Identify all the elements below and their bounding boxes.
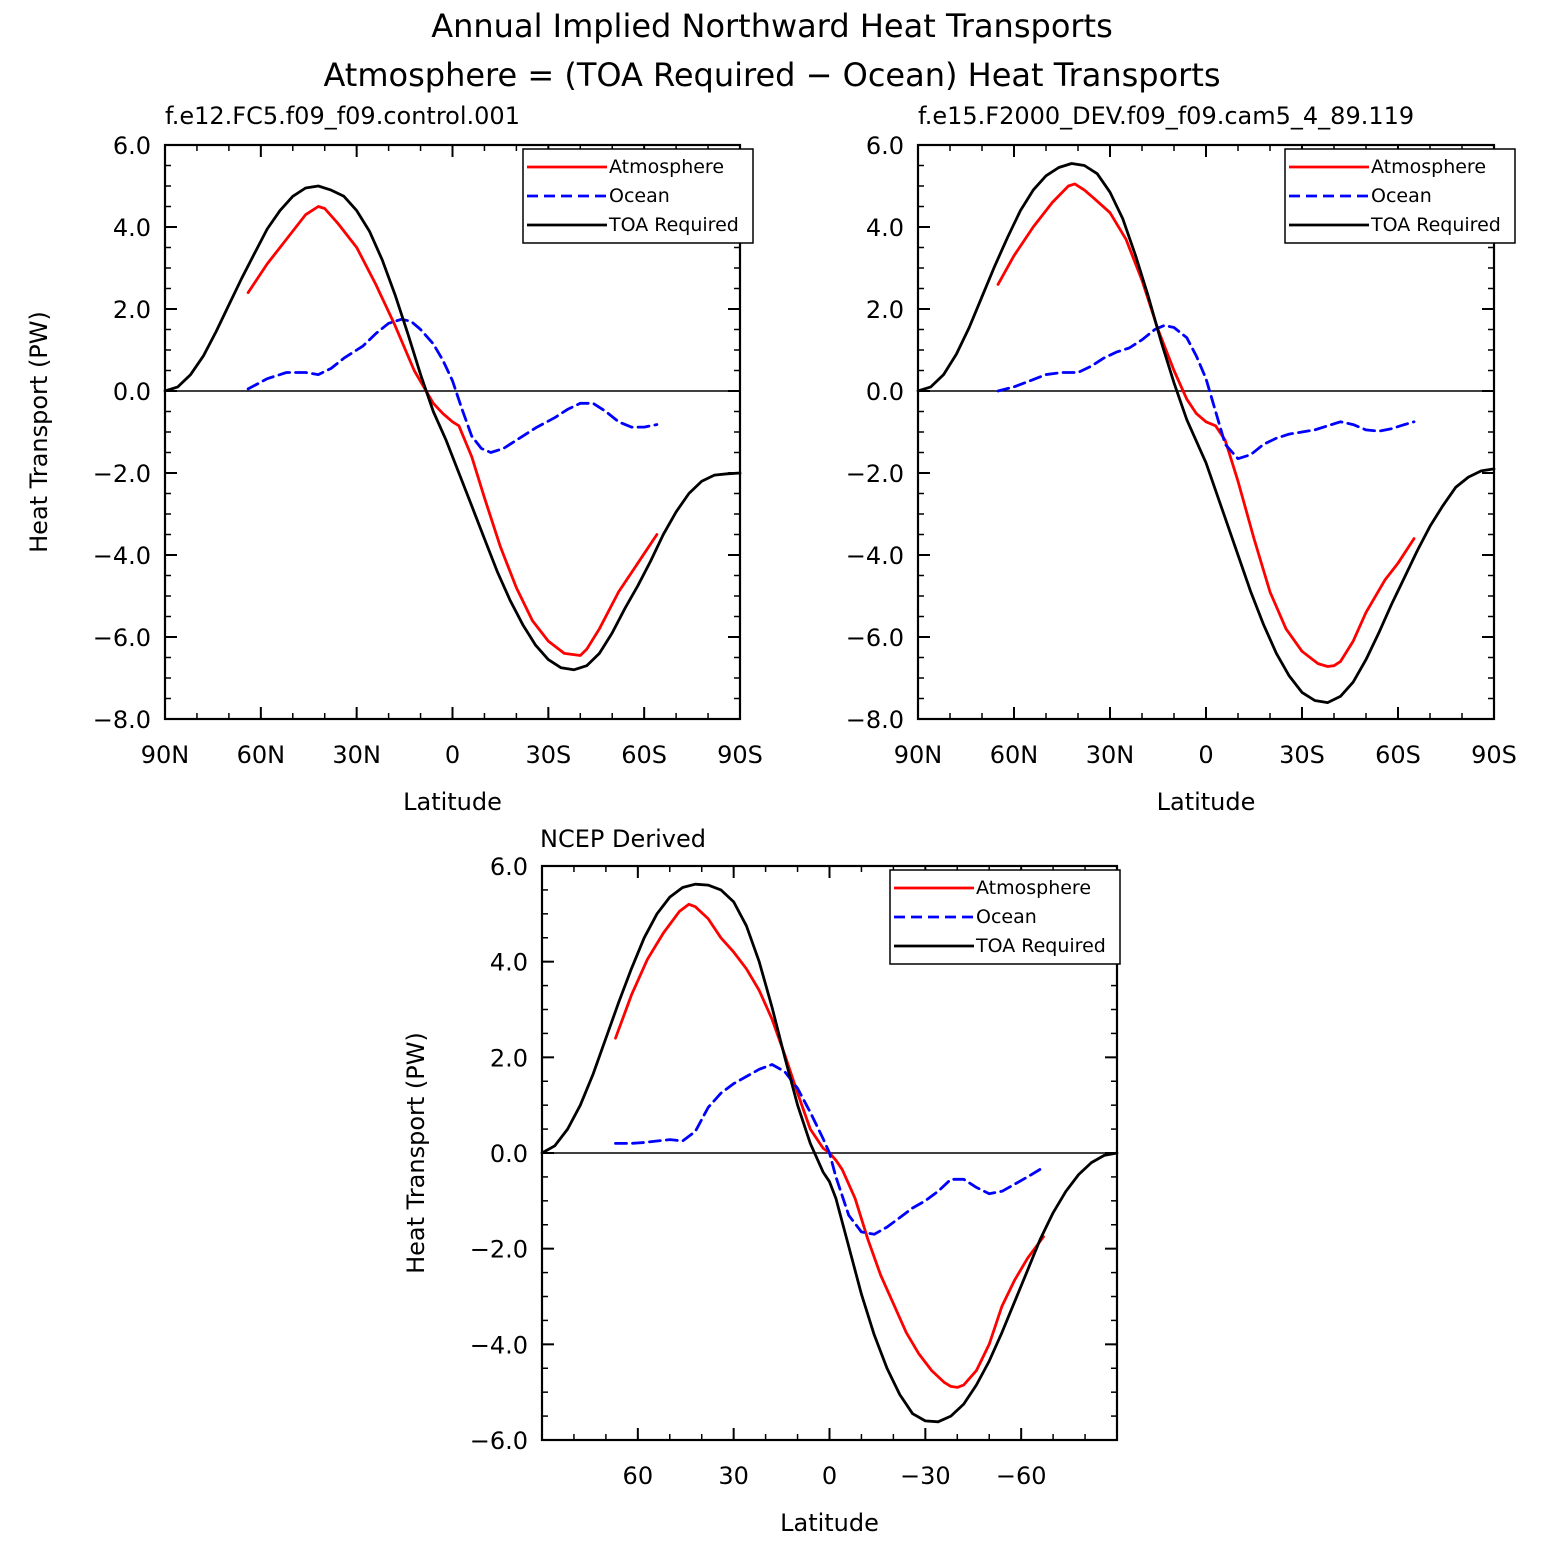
y-tick-label: −6.0 (93, 624, 151, 652)
x-tick-label: 60N (237, 741, 286, 769)
x-axis-label: Latitude (780, 1509, 879, 1537)
legend-label: Ocean (1371, 185, 1432, 207)
legend: Atmosphere Ocean TOA Required (889, 869, 1121, 965)
legend-label: Atmosphere (609, 156, 724, 178)
y-tick-label: −2.0 (846, 460, 904, 488)
series-line-ocean (996, 323, 1416, 461)
legend-box (522, 148, 754, 244)
x-tick-label: −30 (900, 1462, 951, 1490)
plot-frame (163, 143, 742, 721)
x-tick-label: 60S (621, 741, 667, 769)
chart-panel-3: NCEP Derived 60 30 0 −30 −60 6.0 4.0 2.0 0.0 −2.0 −… (402, 825, 1121, 1537)
x-tick-label: 30S (525, 741, 571, 769)
y-tick-label: −2.0 (93, 460, 151, 488)
x-tick-label: −60 (996, 1462, 1047, 1490)
panel-title: f.e12.FC5.f09_f09.control.001 (165, 102, 520, 130)
legend: Atmosphere Ocean TOA Required (1284, 148, 1516, 244)
y-tick-label: 0.0 (490, 1140, 528, 1168)
y-tick-label: −8.0 (846, 706, 904, 734)
y-tick-label: 2.0 (490, 1044, 528, 1072)
y-tick-label: −4.0 (846, 542, 904, 570)
series-line-toa-required (916, 162, 1496, 704)
legend-label: TOA Required (975, 935, 1106, 957)
x-axis-label: Latitude (403, 788, 502, 816)
x-tick-label: 0 (445, 741, 460, 769)
plot-frame (916, 143, 1496, 721)
y-axis-label: Heat Transport (PW) (402, 1032, 430, 1274)
legend-label: TOA Required (608, 214, 739, 236)
y-tick-label: −4.0 (470, 1331, 528, 1359)
y-tick-label: 4.0 (866, 214, 904, 242)
legend-label: Ocean (976, 906, 1037, 928)
y-tick-label: −6.0 (470, 1427, 528, 1455)
figure-subtitle: Atmosphere = (TOA Required − Ocean) Heat… (323, 56, 1220, 94)
y-tick-label: 4.0 (113, 214, 151, 242)
x-tick-label: 90N (141, 741, 190, 769)
panel-title: NCEP Derived (540, 825, 706, 853)
chart-panel-1: f.e12.FC5.f09_f09.control.001 90N 60N 30N 0 3… (25, 102, 763, 816)
x-tick-label: 90S (1471, 741, 1517, 769)
y-tick-label: 4.0 (490, 949, 528, 977)
x-tick-label: 30N (332, 741, 381, 769)
x-tick-label: 60S (1375, 741, 1421, 769)
chart-panels: f.e12.FC5.f09_f09.control.001 90N 60N 30N 0 3… (25, 102, 1517, 1537)
series-line-toa-required (163, 184, 742, 672)
figure-title: Annual Implied Northward Heat Transports (431, 7, 1113, 45)
y-tick-label: −6.0 (846, 624, 904, 652)
series-line-toa-required (540, 882, 1119, 1424)
x-tick-label: 30S (1279, 741, 1325, 769)
y-tick-label: 0.0 (866, 378, 904, 406)
panel-title: f.e15.F2000_DEV.f09_f09.cam5_4_89.119 (918, 102, 1414, 130)
y-axis-label: Heat Transport (PW) (25, 311, 53, 553)
y-tick-label: −8.0 (93, 706, 151, 734)
y-tick-label: 2.0 (866, 296, 904, 324)
legend-label: TOA Required (1370, 214, 1501, 236)
chart-panel-2: f.e15.F2000_DEV.f09_f09.cam5_4_89.119 90N… (846, 102, 1517, 816)
x-tick-label: 60 (623, 1462, 654, 1490)
legend-label: Atmosphere (976, 877, 1091, 899)
legend-label: Atmosphere (1371, 156, 1486, 178)
x-tick-label: 60N (990, 741, 1039, 769)
y-tick-label: 6.0 (113, 132, 151, 160)
y-tick-label: −2.0 (470, 1236, 528, 1264)
x-tick-label: 90N (894, 741, 943, 769)
x-tick-label: 0 (1198, 741, 1213, 769)
legend-label: Ocean (609, 185, 670, 207)
series-line-ocean (246, 317, 659, 454)
series-line-atmosphere (996, 182, 1416, 668)
series-line-atmosphere (246, 205, 659, 657)
x-tick-label: 30N (1086, 741, 1135, 769)
y-tick-label: 6.0 (490, 853, 528, 881)
y-tick-label: −4.0 (93, 542, 151, 570)
y-tick-label: 2.0 (113, 296, 151, 324)
legend: Atmosphere Ocean TOA Required (522, 148, 754, 244)
x-tick-label: 30 (718, 1462, 749, 1490)
series-line-atmosphere (614, 902, 1045, 1389)
series-line-ocean (614, 1063, 1045, 1236)
plot-frame (540, 864, 1119, 1442)
x-tick-label: 0 (822, 1462, 837, 1490)
x-tick-label: 90S (717, 741, 763, 769)
x-axis-label: Latitude (1157, 788, 1256, 816)
y-tick-label: 0.0 (113, 378, 151, 406)
y-tick-label: 6.0 (866, 132, 904, 160)
